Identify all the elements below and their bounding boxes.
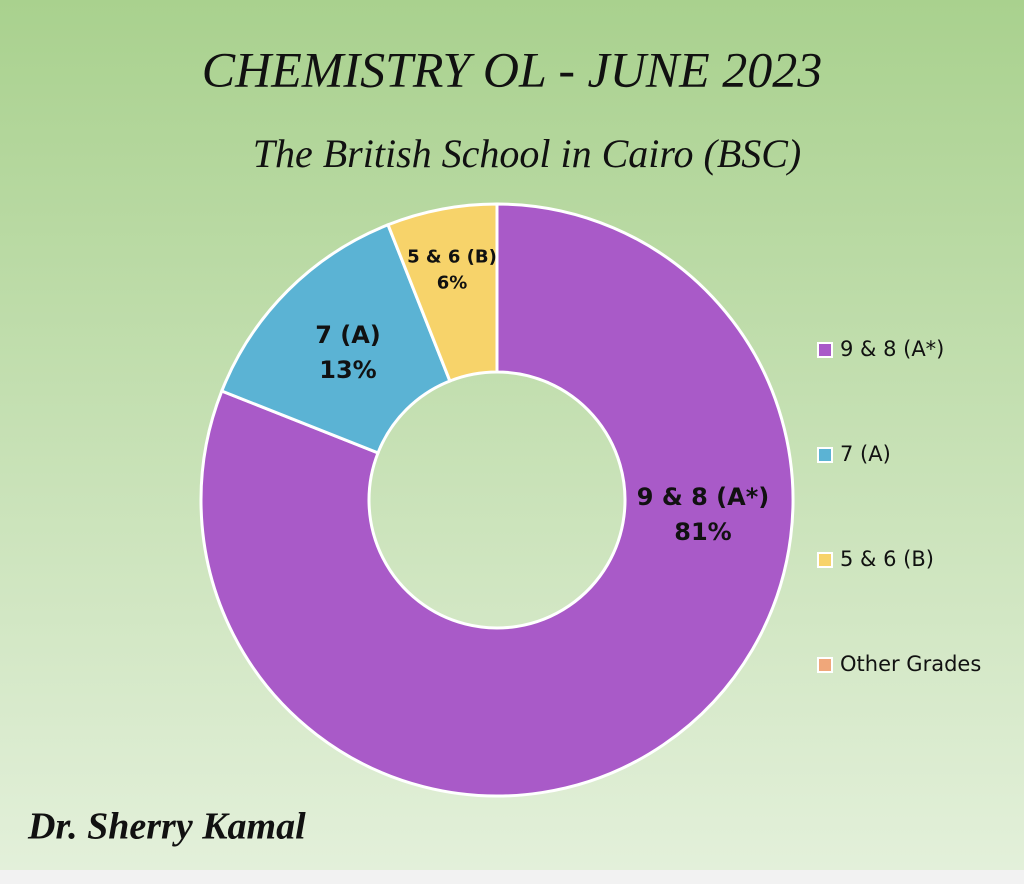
slice [219,222,452,455]
data-label: 81% [674,518,731,546]
legend-swatch [817,447,833,463]
data-label-category: 9 & 8 (A*) [637,483,769,511]
chart-title: CHEMISTRY OL - JUNE 2023 [202,41,822,97]
bottom-strip [0,870,1024,884]
donut: 9 & 8 (A*) 81% 7 (A) 13% 5 & 6 (B) 6% [199,202,795,798]
legend-swatch [817,552,833,568]
legend: 9 & 8 (A*) 7 (A) 5 & 6 (B) Other Grades [817,337,981,676]
legend-label: 7 (A) [840,442,891,466]
chart-subtitle: The British School in Cairo (BSC) [253,131,802,176]
slice [199,202,795,798]
data-label: 13% [319,356,376,384]
data-label-category: 5 & 6 (B) [407,246,497,267]
author: Dr. Sherry Kamal [27,806,306,848]
legend-label: 5 & 6 (B) [840,547,934,571]
legend-label: 9 & 8 (A*) [840,337,944,361]
legend-swatch [817,657,833,673]
data-label: 6% [437,273,468,294]
legend-label: Other Grades [840,652,981,676]
legend-swatch [817,342,833,358]
data-label-category: 7 (A) [315,321,381,349]
slice [386,202,499,383]
